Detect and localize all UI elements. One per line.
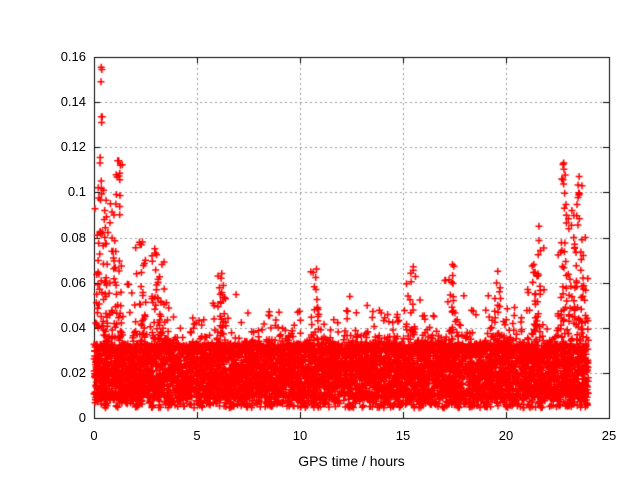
y-tick-label: 0.1 [67, 184, 86, 199]
y-tick-label: 0.02 [60, 365, 86, 380]
x-tick-label: 15 [395, 428, 411, 443]
x-tick-label: 10 [292, 428, 308, 443]
y-tick-label: 0.06 [60, 275, 86, 290]
y-tick-label: 0 [78, 410, 86, 425]
x-tick-label: 0 [90, 428, 98, 443]
y-tick-label: 0.12 [60, 139, 86, 154]
x-tick-label: 20 [498, 428, 514, 443]
x-axis-label: GPS time / hours [298, 453, 405, 469]
x-tick-label: 5 [193, 428, 201, 443]
y-tick-label: 0.14 [60, 94, 86, 109]
y-tick-label: 0.08 [60, 230, 86, 245]
y-tick-label: 0.16 [60, 49, 86, 64]
x-tick-label: 25 [601, 428, 617, 443]
y-tick-label: 0.04 [60, 320, 86, 335]
